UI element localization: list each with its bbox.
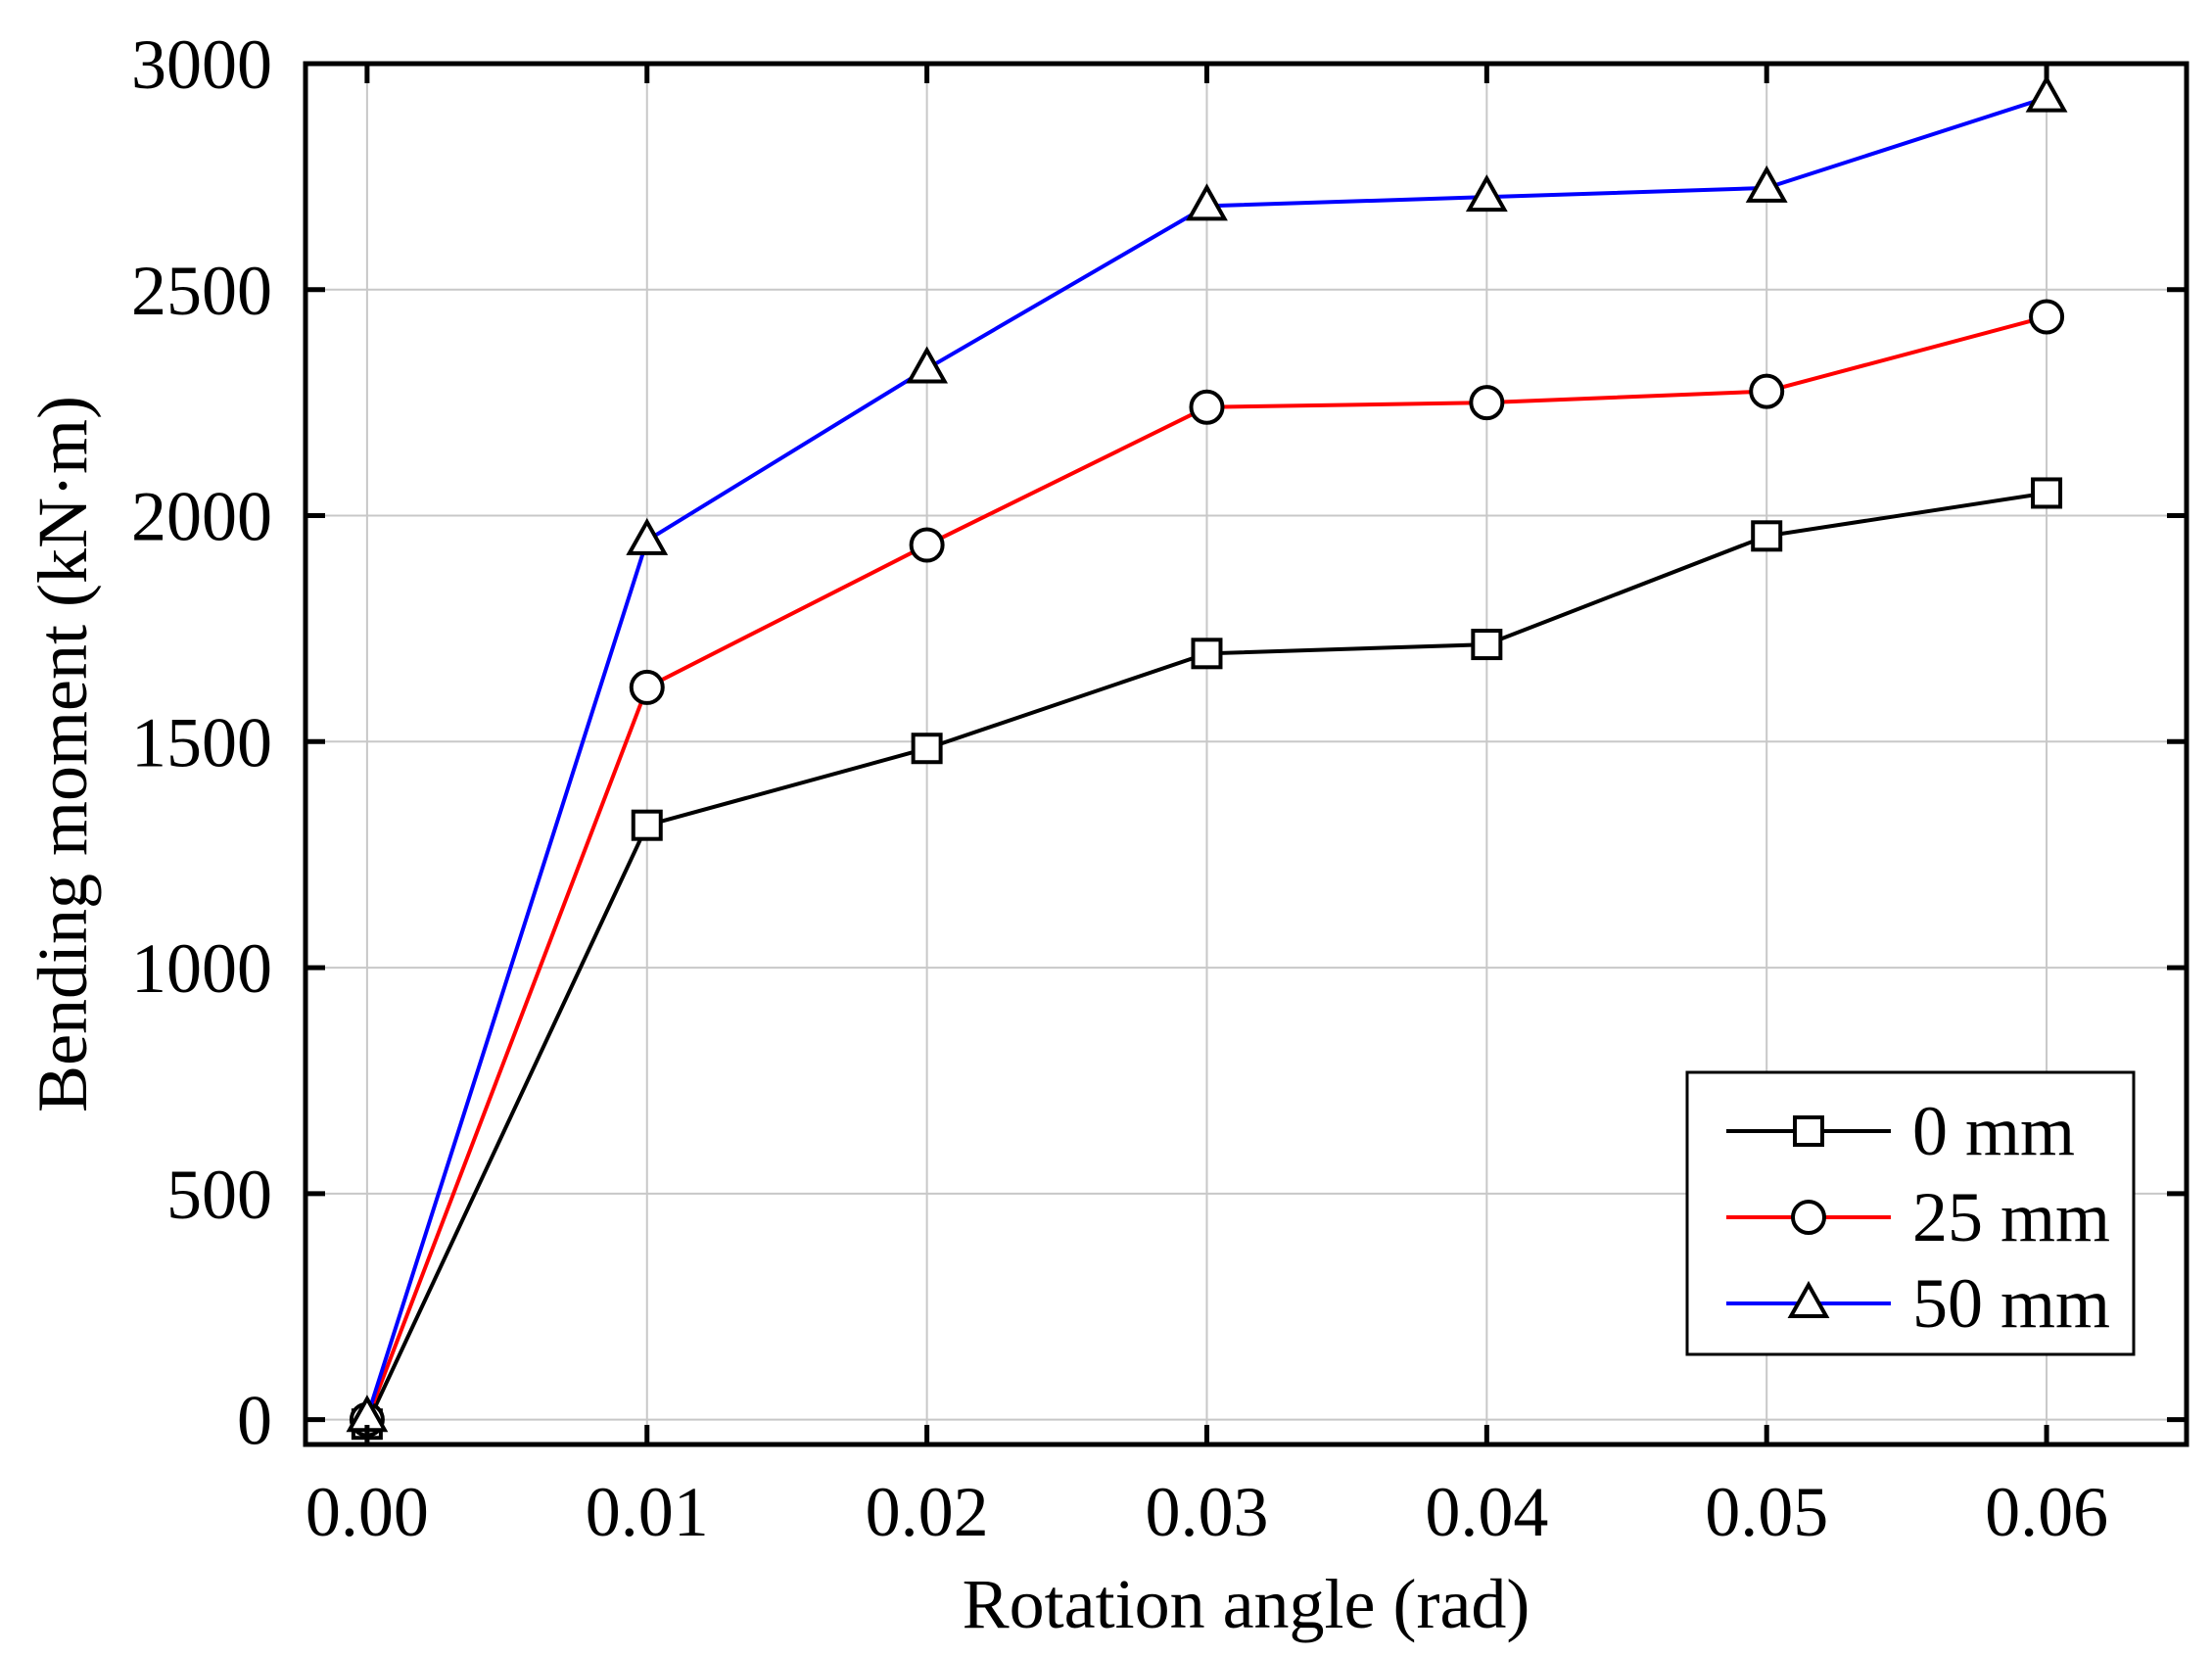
plot-border xyxy=(303,61,2189,1447)
x-tick-label: 0.00 xyxy=(306,1473,429,1551)
legend-marker xyxy=(1787,1280,1830,1318)
legend-item: 0 mm xyxy=(1726,1092,2075,1170)
plot-frame xyxy=(303,61,2189,1447)
x-tick-label: 0.06 xyxy=(1985,1473,2108,1551)
y-axis-title: Bending moment (kN·m) xyxy=(24,396,102,1112)
data-point xyxy=(906,346,949,384)
y-tick-label: 3000 xyxy=(131,25,272,104)
legend-label: 25 mm xyxy=(1912,1178,2110,1256)
data-point xyxy=(1186,183,1228,221)
data-point xyxy=(1745,165,1788,203)
legend-item: 50 mm xyxy=(1726,1264,2110,1343)
axis-ticks: 0.00 0.01 0.02 0.03 0.04 0.05 0.06 0 500 1000 1500… xyxy=(131,25,2187,1551)
x-tick-label: 0.01 xyxy=(586,1473,709,1551)
y-tick-label: 2000 xyxy=(131,478,272,556)
x-tick-label: 0.03 xyxy=(1145,1473,1268,1551)
x-tick-label: 0.02 xyxy=(866,1473,989,1551)
series-50-mm xyxy=(346,74,2068,1433)
data-point xyxy=(2025,74,2068,113)
legend-item: 25 mm xyxy=(1726,1178,2110,1256)
y-tick-label: 1500 xyxy=(131,703,272,781)
y-tick-label: 500 xyxy=(166,1156,272,1234)
data-point xyxy=(1469,385,1505,421)
data-point xyxy=(1465,174,1508,213)
data-point xyxy=(1749,373,1785,409)
legend-marker xyxy=(1793,1115,1824,1147)
data-point xyxy=(2029,299,2065,335)
data-point xyxy=(2031,477,2063,509)
y-tick-label: 2500 xyxy=(131,252,272,330)
data-point xyxy=(626,517,669,555)
data-point xyxy=(1191,638,1223,670)
legend-marker xyxy=(1791,1200,1826,1235)
data-point xyxy=(629,669,665,705)
plot-series xyxy=(346,74,2068,1441)
data-point xyxy=(631,809,663,841)
data-point xyxy=(911,733,943,765)
data-point xyxy=(1751,520,1783,552)
data-point xyxy=(1471,629,1503,661)
y-tick-label: 1000 xyxy=(131,929,272,1008)
legend-label: 50 mm xyxy=(1912,1264,2110,1343)
legend-box xyxy=(1685,1070,2136,1356)
legend: 0 mm 25 mm 50 mm xyxy=(1685,1070,2136,1356)
data-point xyxy=(909,527,945,563)
x-tick-label: 0.05 xyxy=(1705,1473,1828,1551)
x-tick-label: 0.04 xyxy=(1425,1473,1548,1551)
x-axis-title: Rotation angle (rad) xyxy=(963,1565,1530,1643)
legend-label: 0 mm xyxy=(1912,1092,2075,1170)
data-point xyxy=(1189,389,1225,425)
y-tick-label: 0 xyxy=(237,1382,272,1460)
